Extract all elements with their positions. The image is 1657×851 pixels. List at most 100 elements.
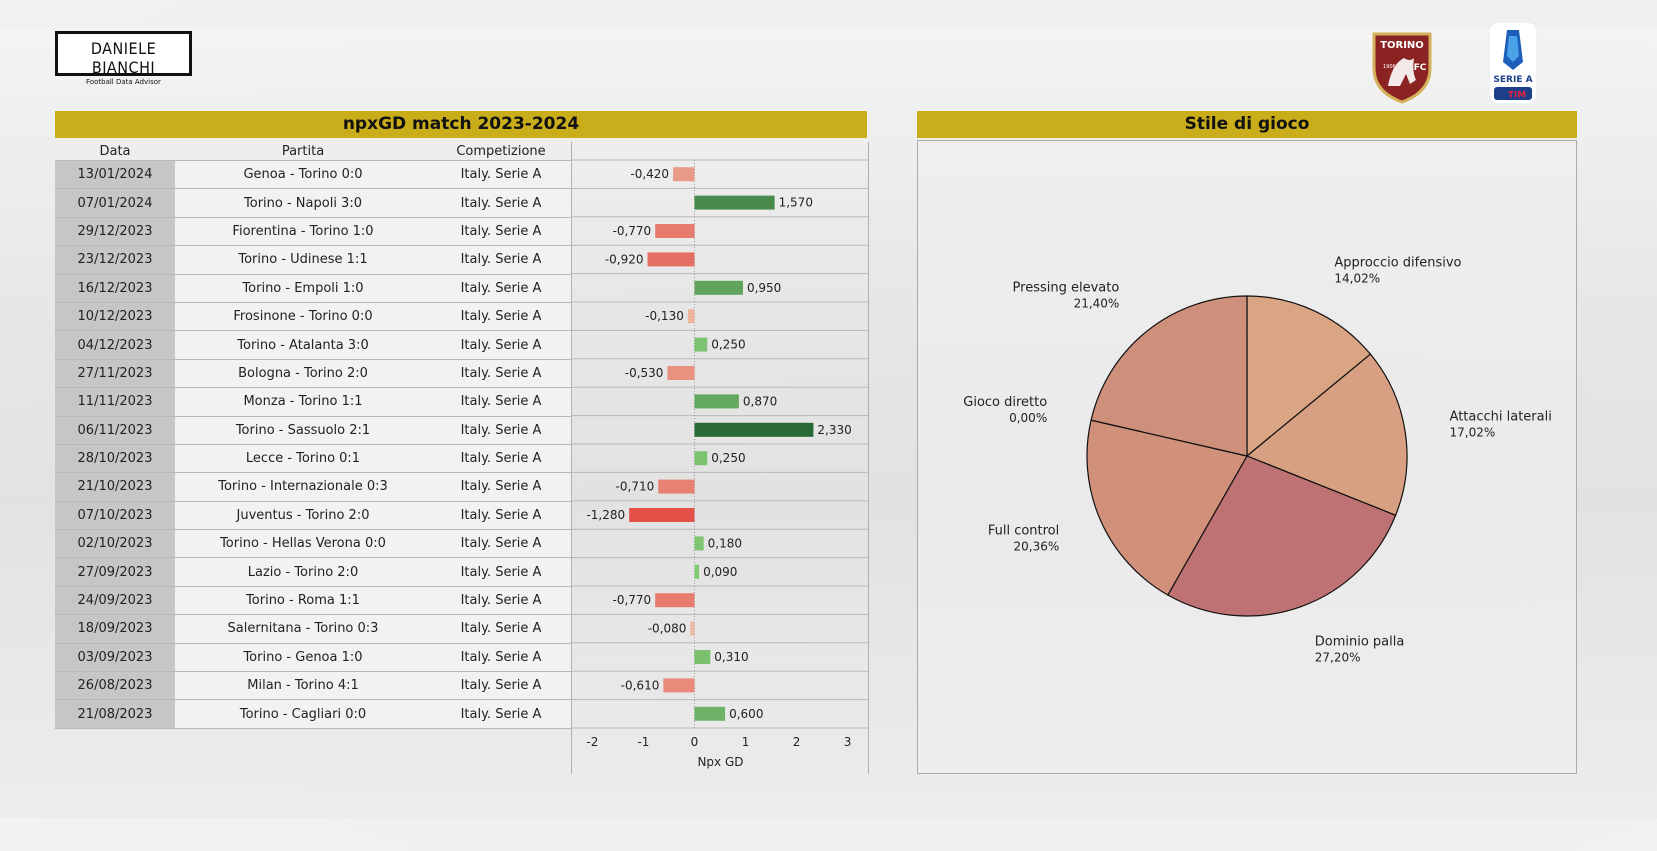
npxgd-bar — [694, 536, 704, 551]
row-competition: Italy. Serie A — [431, 642, 571, 672]
row-competition: Italy. Serie A — [431, 387, 571, 417]
npxgd-data-label: 0,090 — [703, 565, 737, 579]
row-match: Lecce - Torino 0:1 — [175, 443, 431, 473]
row-match: Torino - Internazionale 0:3 — [175, 472, 431, 502]
header-competition: Competizione — [456, 143, 546, 159]
play-style-title: Stile di gioco — [917, 111, 1577, 138]
row-match: Salernitana - Torino 0:3 — [175, 614, 431, 644]
npxgd-data-label: -0,530 — [625, 366, 664, 380]
npxgd-data-label: 0,250 — [711, 338, 745, 352]
row-competition: Italy. Serie A — [431, 472, 571, 502]
npxgd-data-label: -0,710 — [616, 480, 655, 494]
pie-slice-percent: 0,00% — [1009, 411, 1047, 425]
table-row: 10/12/2023 Frosinone - Torino 0:0 Italy. S… — [55, 301, 571, 331]
table-row: 28/10/2023 Lecce - Torino 0:1 Italy. Serie… — [55, 443, 571, 473]
row-date: 21/10/2023 — [55, 472, 175, 502]
npxgd-data-label: -0,420 — [630, 167, 669, 181]
row-match: Bologna - Torino 2:0 — [175, 358, 431, 388]
npxgd-data-label: 0,600 — [729, 707, 763, 721]
x-tick-label: 3 — [844, 735, 852, 749]
pie-slice-label: Gioco diretto — [963, 395, 1047, 410]
row-date: 02/10/2023 — [55, 529, 175, 558]
table-row: 27/09/2023 Lazio - Torino 2:0 Italy. Serie… — [55, 557, 571, 587]
row-match: Monza - Torino 1:1 — [175, 387, 431, 417]
npxgd-bar-chart-area: -0,420 1,570 -0,770 -0,920 0,950 -0,130 0,250 -… — [571, 142, 869, 774]
brand-logo: DANIELE BIANCHI Football Data Advisor — [55, 31, 192, 86]
row-match: Torino - Sassuolo 2:1 — [175, 415, 431, 445]
row-match: Torino - Cagliari 0:0 — [175, 699, 431, 729]
npxgd-data-label: 0,180 — [708, 536, 742, 550]
row-date: 27/09/2023 — [55, 557, 175, 587]
row-date: 29/12/2023 — [55, 216, 175, 246]
row-competition: Italy. Serie A — [431, 188, 571, 218]
table-row: 04/12/2023 Torino - Atalanta 3:0 Italy. Se… — [55, 330, 571, 360]
npxgd-data-label: 1,570 — [779, 196, 813, 210]
row-date: 21/08/2023 — [55, 699, 175, 729]
npxgd-data-label: 0,950 — [747, 281, 781, 295]
row-date: 07/10/2023 — [55, 500, 175, 530]
row-date: 06/11/2023 — [55, 415, 175, 445]
row-match: Torino - Napoli 3:0 — [175, 188, 431, 218]
pie-slice-label: Approccio difensivo — [1334, 256, 1461, 271]
row-match: Torino - Empoli 1:0 — [175, 273, 431, 303]
row-match: Lazio - Torino 2:0 — [175, 557, 431, 587]
x-axis-label: Npx GD — [697, 755, 743, 769]
x-tick-label: -1 — [637, 735, 649, 749]
npxgd-title: npxGD match 2023-2024 — [55, 111, 867, 138]
table-row: 03/09/2023 Torino - Genoa 1:0 Italy. Serie… — [55, 642, 571, 672]
npxgd-data-label: -0,080 — [648, 622, 687, 636]
pie-slice-label: Dominio palla — [1315, 634, 1405, 649]
row-match: Torino - Hellas Verona 0:0 — [175, 529, 431, 558]
row-competition: Italy. Serie A — [431, 358, 571, 388]
npxgd-bar — [694, 394, 739, 409]
pie-slice-label: Pressing elevato — [1013, 281, 1120, 296]
play-style-chart-frame: Approccio difensivo 14,02% Attacchi latera… — [917, 140, 1577, 774]
npxgd-data-label: 0,870 — [743, 394, 777, 408]
header-date: Data — [99, 143, 131, 159]
table-row: 16/12/2023 Torino - Empoli 1:0 Italy. Seri… — [55, 273, 571, 303]
x-tick-label: 0 — [691, 735, 699, 749]
x-tick-label: 2 — [793, 735, 801, 749]
row-date: 07/01/2024 — [55, 188, 175, 218]
row-date: 11/11/2023 — [55, 387, 175, 417]
sponsor-text: TIM — [1508, 91, 1526, 101]
row-match: Torino - Atalanta 3:0 — [175, 330, 431, 360]
npxgd-data-label: -1,280 — [586, 508, 625, 522]
table-row: 02/10/2023 Torino - Hellas Verona 0:0 Ital… — [55, 529, 571, 558]
x-tick-label: -2 — [586, 735, 598, 749]
table-row: 06/11/2023 Torino - Sassuolo 2:1 Italy. Se… — [55, 415, 571, 445]
pie-slice-label: Full control — [988, 523, 1059, 538]
row-competition: Italy. Serie A — [431, 557, 571, 587]
row-competition: Italy. Serie A — [431, 585, 571, 615]
npxgd-bar — [687, 309, 695, 324]
table-row: 21/10/2023 Torino - Internazionale 0:3 Ita… — [55, 472, 571, 502]
npxgd-bar — [655, 224, 695, 238]
pie-slice-percent: 27,20% — [1315, 650, 1361, 664]
serie-a-text: SERIE A — [1493, 75, 1532, 85]
table-row: 24/09/2023 Torino - Roma 1:1 Italy. Serie … — [55, 585, 571, 615]
npxgd-bar — [673, 167, 695, 182]
torino-fc-crest-icon: TORINO 1906 FC — [1372, 32, 1432, 104]
row-competition: Italy. Serie A — [431, 330, 571, 360]
npxgd-bar-chart: -0,420 1,570 -0,770 -0,920 0,950 -0,130 0,250 -… — [572, 159, 868, 769]
pie-slice — [1246, 295, 1372, 458]
table-row: 26/08/2023 Milan - Torino 4:1 Italy. Serie… — [55, 671, 571, 700]
npxgd-bar — [694, 337, 708, 352]
npxgd-bar — [694, 564, 700, 579]
row-date: 28/10/2023 — [55, 443, 175, 473]
npxgd-bar — [694, 195, 775, 210]
row-competition: Italy. Serie A — [431, 273, 571, 303]
pie-slice-percent: 21,40% — [1074, 297, 1120, 311]
row-date: 23/12/2023 — [55, 245, 175, 275]
npxgd-data-label: -0,610 — [621, 678, 660, 692]
npxgd-bar — [690, 621, 695, 636]
row-date: 03/09/2023 — [55, 642, 175, 672]
npxgd-data-label: 2,330 — [817, 423, 851, 437]
header-match: Partita — [281, 143, 325, 159]
npxgd-bar — [655, 593, 695, 608]
crest-year: 1906 — [1383, 64, 1396, 70]
pie-slice-percent: 14,02% — [1334, 272, 1380, 286]
npxgd-data-label: -0,770 — [612, 593, 651, 607]
row-date: 13/01/2024 — [55, 159, 175, 189]
